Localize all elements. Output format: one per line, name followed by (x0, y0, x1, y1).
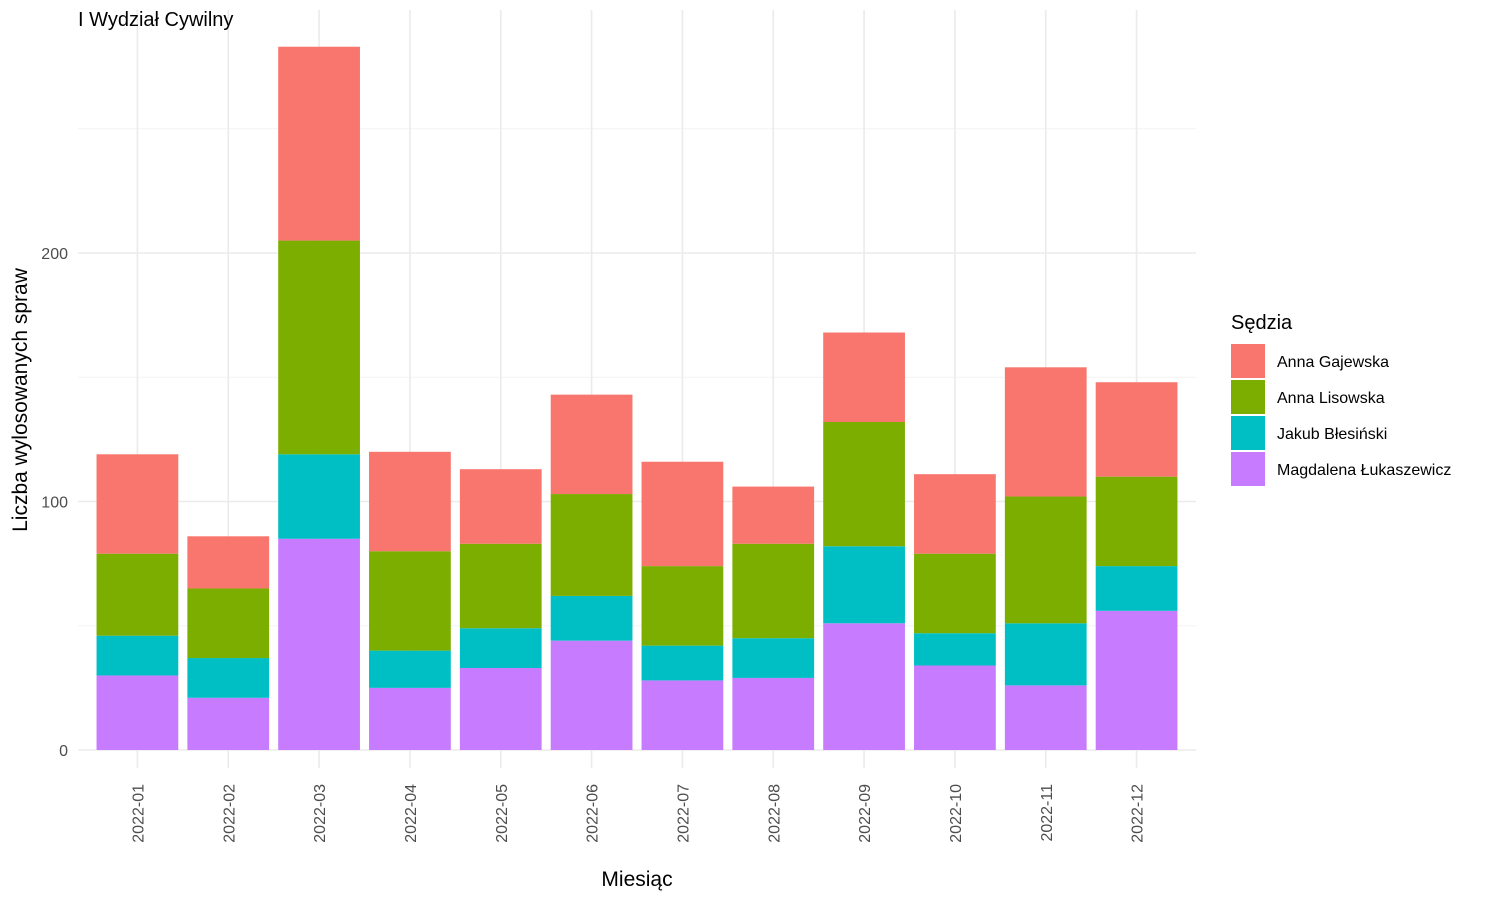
bar-segment (732, 543, 815, 639)
bar-segment (369, 687, 451, 750)
bar-segment (96, 454, 179, 554)
bar-segment (278, 240, 360, 455)
bar-segment (96, 635, 179, 676)
legend-label: Magdalena Łukaszewicz (1277, 462, 1451, 479)
bar-segment (187, 536, 270, 589)
bar-segment (1004, 685, 1087, 750)
chart-title: I Wydział Cywilny (78, 9, 233, 31)
bar-segment (914, 633, 996, 666)
bar-segment (823, 623, 905, 750)
legend-swatch (1231, 344, 1265, 378)
bar-segment (459, 628, 542, 668)
bar-segment (550, 595, 633, 641)
legend-label: Anna Lisowska (1277, 390, 1385, 407)
x-tick-label: 2022-12 (1130, 784, 1147, 843)
x-tick-label: 2022-04 (403, 784, 420, 843)
bar-segment (459, 543, 542, 629)
bar-segment (459, 469, 542, 544)
x-tick-label: 2022-11 (1039, 784, 1056, 842)
bar-segment (278, 454, 360, 539)
bar-segment (732, 638, 815, 678)
y-tick-label: 200 (41, 246, 68, 263)
bar-segment (641, 680, 724, 750)
bar-segment (641, 645, 724, 681)
bar-segment (278, 538, 360, 750)
bar-segment (187, 658, 270, 698)
bar-segment (1004, 496, 1087, 624)
bar-segment (914, 665, 996, 750)
bar-segment (732, 486, 815, 544)
x-tick-label: 2022-09 (857, 784, 874, 843)
bar-segment (369, 551, 451, 651)
bar-segment (96, 553, 179, 636)
y-axis-label: Liczba wylosowanych spraw (9, 267, 32, 532)
legend-label: Jakub Błesiński (1277, 426, 1387, 443)
bar-segment (369, 451, 451, 552)
bar-segment (914, 553, 996, 634)
bars (96, 46, 1178, 750)
x-tick-label: 2022-06 (585, 784, 602, 843)
bar-segment (1095, 566, 1178, 611)
legend-swatch (1231, 380, 1265, 414)
legend: Sędzia Anna Gajewska Anna Lisowska Jakub B… (1231, 312, 1451, 486)
x-tick-label: 2022-02 (221, 784, 238, 843)
bar-segment (187, 697, 270, 750)
bar-segment (459, 667, 542, 750)
bar-segment (914, 474, 996, 554)
y-tick-label: 0 (59, 743, 68, 760)
bar-segment (187, 588, 270, 659)
bar-segment (1095, 476, 1178, 567)
legend-title: Sędzia (1231, 312, 1293, 334)
bar-segment (550, 494, 633, 596)
bar-segment (96, 675, 179, 750)
x-tick-labels: 2022-01 2022-02 2022-03 2022-04 2022-05 2022-… (130, 784, 1146, 843)
bar-segment (1095, 382, 1178, 477)
x-tick-label: 2022-03 (312, 784, 329, 843)
y-tick-labels: 0 100 200 (41, 246, 68, 760)
legend-swatch (1231, 416, 1265, 450)
bar-segment (1095, 610, 1178, 750)
bar-segment (641, 566, 724, 646)
x-tick-label: 2022-05 (494, 784, 511, 843)
bar-segment (369, 650, 451, 688)
bar-segment (732, 677, 815, 750)
bar-segment (550, 394, 633, 495)
bar-segment (823, 421, 905, 547)
x-tick-label: 2022-01 (130, 784, 147, 843)
bar-segment (1004, 623, 1087, 686)
x-axis-label: Miesiąc (601, 868, 672, 891)
bar-segment (1004, 367, 1087, 497)
bar-segment (823, 546, 905, 624)
x-tick-label: 2022-10 (948, 784, 965, 843)
bar-segment (550, 640, 633, 750)
bar-segment (823, 332, 905, 422)
bar-segment (641, 461, 724, 567)
x-tick-label: 2022-07 (675, 784, 692, 843)
legend-label: Anna Gajewska (1277, 354, 1389, 371)
bar-segment (278, 46, 360, 241)
legend-swatch (1231, 452, 1265, 486)
x-tick-label: 2022-08 (766, 784, 783, 843)
y-tick-label: 100 (41, 495, 68, 512)
